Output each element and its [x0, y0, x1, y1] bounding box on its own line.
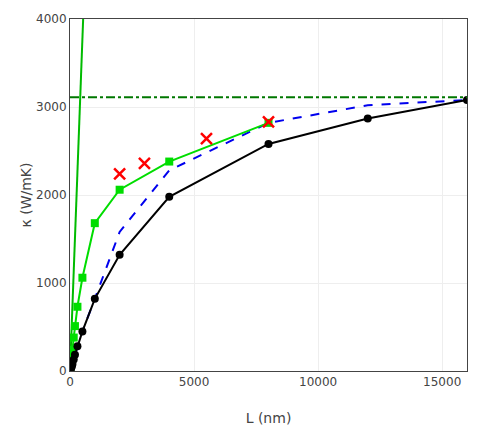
svg-text:5000: 5000	[179, 375, 210, 389]
svg-text:15000: 15000	[423, 375, 461, 389]
svg-text:0: 0	[59, 364, 67, 378]
svg-text:1000: 1000	[36, 276, 67, 290]
svg-text:L (nm): L (nm)	[246, 410, 292, 426]
svg-text:3000: 3000	[36, 100, 67, 114]
svg-text:0: 0	[66, 375, 74, 389]
svg-text:2000: 2000	[36, 188, 67, 202]
svg-text:4000: 4000	[36, 12, 67, 26]
svg-text:κ (W/mK): κ (W/mK)	[18, 162, 34, 227]
svg-text:10000: 10000	[299, 375, 337, 389]
